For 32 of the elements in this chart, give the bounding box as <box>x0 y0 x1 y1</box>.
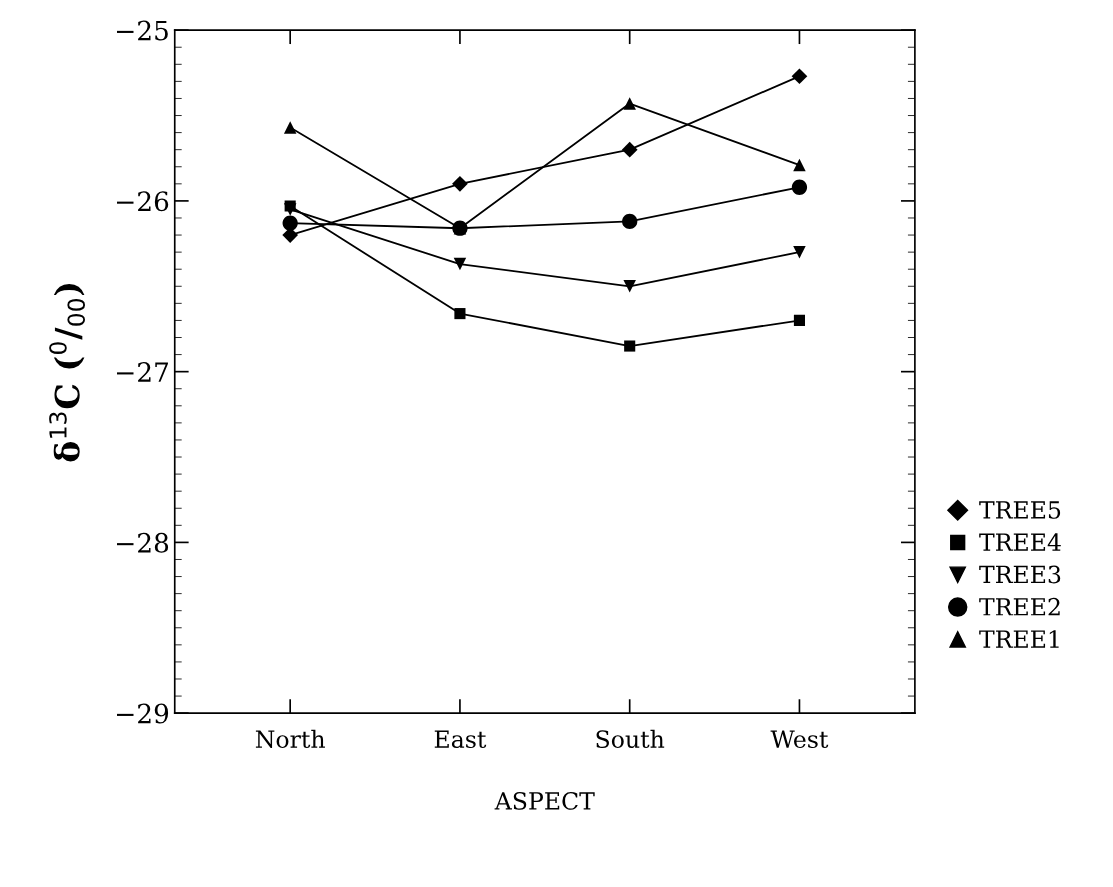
point <box>623 280 636 293</box>
point <box>793 245 806 259</box>
x-tick-label: East <box>434 730 487 749</box>
y-axis-title: δ$^{13}$C ($^{0}$/$_{00}$) <box>49 283 86 462</box>
point <box>284 200 296 212</box>
point <box>791 68 808 85</box>
x-tick-label: North <box>255 729 325 749</box>
legend-label: TREE2 <box>979 597 1060 616</box>
legend-label: TREE4 <box>979 533 1061 551</box>
legend-label: TREE1 <box>979 630 1059 648</box>
point <box>282 215 298 231</box>
point <box>623 97 636 110</box>
y-tick-label: −27 <box>116 362 168 382</box>
point <box>793 314 806 326</box>
x-tick-label: West <box>770 730 829 749</box>
point <box>793 158 806 172</box>
x-tick-label: South <box>596 729 665 749</box>
point <box>452 175 468 192</box>
y-tick-label: −26 <box>116 191 169 212</box>
y-tick-label: −28 <box>116 532 169 553</box>
y-tick-label: −25 <box>116 20 168 41</box>
point <box>621 141 638 158</box>
point <box>283 121 297 134</box>
legend-label: TREE3 <box>979 565 1061 584</box>
x-axis-title: ASPECT <box>494 791 595 810</box>
point <box>453 257 467 271</box>
y-tick-label: −29 <box>116 703 169 724</box>
point <box>454 308 466 320</box>
point <box>791 179 808 195</box>
legend-label: TREE5 <box>979 501 1061 519</box>
point <box>622 213 638 230</box>
point <box>624 340 636 352</box>
